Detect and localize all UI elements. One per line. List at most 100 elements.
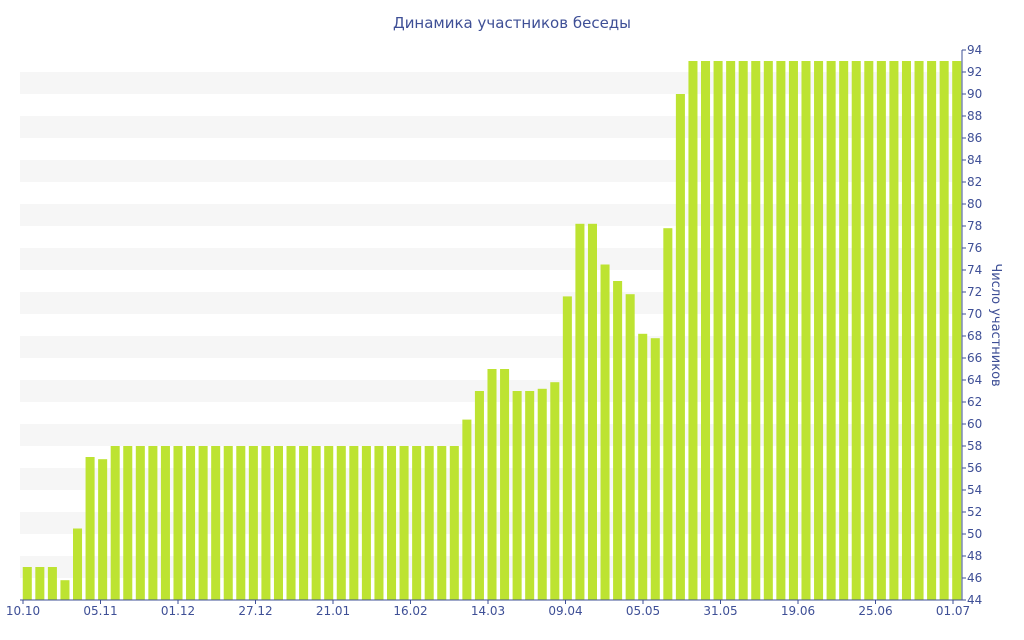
bar xyxy=(449,446,459,600)
bar xyxy=(550,382,560,600)
bar xyxy=(638,333,648,600)
y-tick-label: 46 xyxy=(967,571,982,585)
y-tick-label: 58 xyxy=(967,439,982,453)
bar xyxy=(336,446,346,600)
bar xyxy=(814,61,824,600)
bar xyxy=(713,61,723,600)
bar xyxy=(110,446,120,600)
bar xyxy=(211,446,221,600)
bar xyxy=(474,391,484,600)
y-tick-label: 48 xyxy=(967,549,982,563)
bar xyxy=(85,457,95,600)
bar xyxy=(914,61,924,600)
bar xyxy=(587,223,597,601)
bar xyxy=(675,94,685,600)
y-tick-label: 92 xyxy=(967,65,982,79)
bar xyxy=(600,264,610,600)
y-tick-label: 90 xyxy=(967,87,982,101)
bar xyxy=(738,61,748,600)
bar xyxy=(47,567,57,600)
y-tick-label: 50 xyxy=(967,527,982,541)
bar xyxy=(500,369,510,600)
bar xyxy=(273,446,283,600)
bar xyxy=(73,528,83,600)
bar xyxy=(801,61,811,600)
x-tick-label: 05.05 xyxy=(626,604,660,618)
bar xyxy=(952,61,962,600)
bar xyxy=(286,446,296,600)
bar xyxy=(173,446,183,600)
y-tick-label: 52 xyxy=(967,505,982,519)
bar xyxy=(387,446,397,600)
bar xyxy=(562,296,572,600)
bar xyxy=(726,61,736,600)
bar xyxy=(826,61,836,600)
y-tick-label: 82 xyxy=(967,175,982,189)
bar xyxy=(776,61,786,600)
y-tick-label: 94 xyxy=(967,43,982,57)
bar xyxy=(135,446,145,600)
bar xyxy=(851,61,861,600)
y-tick-label: 66 xyxy=(967,351,982,365)
bar xyxy=(788,61,798,600)
bar xyxy=(688,61,698,600)
y-tick-label: 68 xyxy=(967,329,982,343)
bar xyxy=(160,446,170,600)
x-tick-label: 19.06 xyxy=(781,604,815,618)
bar xyxy=(324,446,334,600)
y-tick-label: 60 xyxy=(967,417,982,431)
bar xyxy=(374,446,384,600)
x-tick-label: 31.05 xyxy=(703,604,737,618)
bar xyxy=(223,446,233,600)
x-tick-label: 01.07 xyxy=(936,604,970,618)
bar xyxy=(701,61,711,600)
y-tick-label: 78 xyxy=(967,219,982,233)
bar xyxy=(487,369,497,600)
bar xyxy=(236,446,246,600)
bar xyxy=(839,61,849,600)
y-tick-label: 70 xyxy=(967,307,982,321)
y-tick-label: 76 xyxy=(967,241,982,255)
bar xyxy=(525,391,535,600)
bar xyxy=(198,446,208,600)
bar xyxy=(537,388,547,600)
bar xyxy=(22,567,32,600)
bar xyxy=(512,391,522,600)
y-tick-label: 62 xyxy=(967,395,982,409)
bar xyxy=(663,228,673,600)
bar xyxy=(424,446,434,600)
bar xyxy=(248,446,258,600)
chart-title: Динамика участников беседы xyxy=(393,14,631,32)
bar xyxy=(412,446,422,600)
x-tick-label: 25.06 xyxy=(858,604,892,618)
x-tick-label: 14.03 xyxy=(471,604,505,618)
y-tick-label: 64 xyxy=(967,373,982,387)
bar xyxy=(613,281,623,600)
bar xyxy=(361,446,371,600)
y-tick-label: 80 xyxy=(967,197,982,211)
bar xyxy=(462,419,472,600)
bars xyxy=(22,61,962,601)
bar xyxy=(299,446,309,600)
y-tick-label: 86 xyxy=(967,131,982,145)
bar xyxy=(625,294,635,600)
y-ticks: 44 46 48 50 52 54 56 58 60 62 64 66 68 70 72 74 76 78 80 82… xyxy=(962,43,982,607)
y-tick-label: 44 xyxy=(967,593,982,607)
bar xyxy=(98,459,108,600)
y-tick-label: 84 xyxy=(967,153,982,167)
bar xyxy=(35,567,45,600)
bar xyxy=(876,61,886,600)
bar xyxy=(763,61,773,600)
bar xyxy=(864,61,874,600)
bar xyxy=(261,446,271,600)
x-ticks: 10.10 05.11 01.12 27.12 21.01 16.02 14.03 09.04… xyxy=(6,600,970,618)
y-tick-label: 54 xyxy=(967,483,982,497)
bar xyxy=(650,338,660,600)
x-tick-label: 10.10 xyxy=(6,604,40,618)
x-tick-label: 21.01 xyxy=(316,604,350,618)
bar xyxy=(399,446,409,600)
bar xyxy=(575,223,585,601)
x-tick-label: 01.12 xyxy=(161,604,195,618)
y-tick-label: 74 xyxy=(967,263,982,277)
